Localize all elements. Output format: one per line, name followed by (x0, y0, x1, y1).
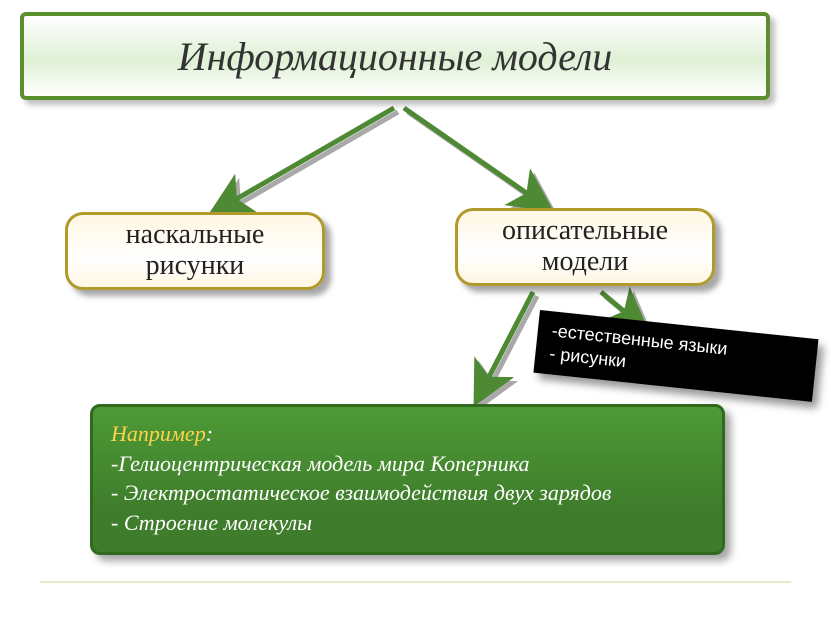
example-item-1: - Электростатическое взаимодействия двух… (111, 480, 611, 505)
node-left: наскальные рисунки (65, 212, 325, 290)
title-text: Информационные модели (178, 33, 613, 80)
node-right: описательные модели (455, 208, 715, 286)
note-box: -естественные языки - рисунки (533, 310, 818, 402)
node-left-line2: рисунки (126, 251, 265, 282)
example-colon: : (206, 421, 213, 446)
example-item-0: -Гелиоцентрическая модель мира Коперника (111, 451, 530, 476)
node-left-line1: наскальные (126, 220, 265, 251)
node-right-line2: модели (502, 247, 668, 278)
example-item-2: - Строение молекулы (111, 510, 312, 535)
node-right-line1: описательные (502, 216, 668, 247)
example-header: Например (111, 421, 206, 446)
bottom-rule (40, 581, 791, 583)
title-banner: Информационные модели (20, 12, 770, 100)
example-panel: Например: -Гелиоцентрическая модель мира… (90, 404, 725, 555)
